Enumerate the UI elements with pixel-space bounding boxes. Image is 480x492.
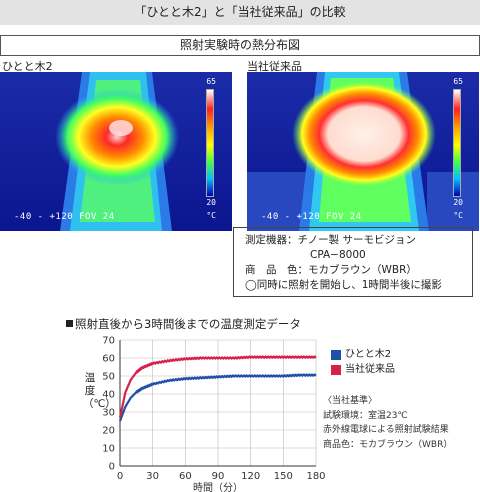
scale-unit-label: °C (206, 211, 216, 220)
thermal-image-left: 65 20 °C -40 - +120 FOV 24 (0, 72, 232, 231)
x-tick-label: 180 (306, 471, 325, 482)
fov-overlay-text: -40 - +120 FOV 24 (14, 212, 115, 222)
thermal-label-right: 当社従来品 (247, 60, 302, 73)
scale-unit-label: °C (453, 211, 463, 220)
x-tick-label: 120 (241, 471, 260, 482)
scale-max-label: 65 (206, 77, 216, 86)
x-tick-label: 60 (179, 471, 192, 482)
basis-title: 〈当社基準〉 (323, 396, 378, 406)
device-line: 測定機器：チノー製 サーモビジョン (245, 234, 417, 246)
x-tick-label: 0 (117, 471, 123, 482)
scale-max-label: 65 (453, 77, 463, 86)
thermal-section-title: 照射実験時の熱分布図 (0, 35, 480, 56)
test-basis-notes: 〈当社基準〉 試験環境：室温23℃ 赤外線電球による照射試験結果 商品色：モカブ… (323, 394, 452, 452)
x-tick-label: 30 (146, 471, 159, 482)
legend-swatch (331, 364, 341, 375)
color-line: 商 品 色：モカブラウン（WBR） (245, 264, 417, 276)
legend-label: 当社従来品 (345, 364, 395, 375)
chart-heading: 照射直後から3時間後までの温度測定データ (66, 316, 301, 332)
measurement-info-box: 測定機器：チノー製 サーモビジョン CPA−8000 商 品 色：モカブラウン（… (233, 227, 473, 297)
legend-item: 当社従来品 (331, 362, 395, 377)
y-axis-label: 温度（℃） (83, 372, 116, 410)
fov-overlay-text: -40 - +120 FOV 24 (261, 212, 362, 222)
legend-item: ひとと木2 (331, 347, 395, 362)
x-axis-label: 時間（分） (193, 482, 243, 492)
model-line: CPA−8000 (310, 249, 366, 261)
x-tick-label: 90 (212, 471, 225, 482)
legend-swatch (331, 349, 341, 360)
thermal-label-left: ひとと木2 (2, 60, 53, 73)
basis-line: 赤外線電球による照射試験結果 (323, 425, 449, 435)
scale-min-label: 20 (206, 198, 216, 207)
y-tick-label: 70 (102, 336, 115, 347)
legend-label: ひとと木2 (345, 349, 392, 360)
chart-legend: ひとと木2 当社従来品 (331, 347, 395, 377)
series-line-1 (118, 373, 317, 422)
scale-min-label: 20 (453, 198, 463, 207)
y-tick-label: 50 (102, 372, 115, 383)
y-tick-label: 60 (102, 354, 115, 365)
temperature-scale-bar (206, 89, 214, 197)
y-tick-label: 0 (109, 462, 115, 473)
y-tick-label: 20 (102, 426, 115, 437)
heading-square-icon (66, 320, 73, 327)
note-line: ◯同時に照射を開始し、1時間半後に撮影 (245, 279, 442, 291)
basis-line: 試験環境：室温23℃ (323, 410, 408, 421)
thermal-image-right: 65 20 °C -40 - +120 FOV 24 (247, 72, 479, 231)
chart-heading-text: 照射直後から3時間後までの温度測定データ (75, 317, 301, 331)
page-title: 「ひとと木2」と「当社従来品」の比較 (0, 0, 480, 25)
x-tick-label: 150 (274, 471, 293, 482)
temperature-scale-bar (453, 89, 461, 197)
y-tick-label: 10 (102, 444, 115, 455)
series-line-2 (118, 355, 317, 418)
basis-line: 商品色：モカブラウン（WBR） (323, 439, 453, 450)
